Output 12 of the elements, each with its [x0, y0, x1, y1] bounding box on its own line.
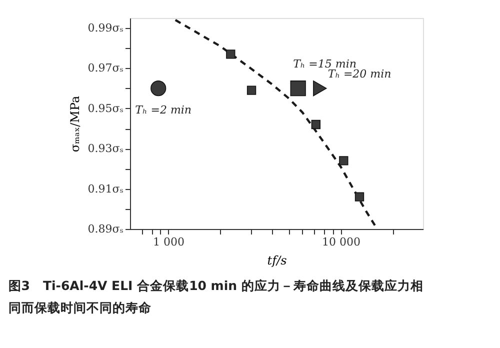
y-tick-label: 0.91σₛ — [88, 182, 124, 196]
y-tick-label: 0.93σₛ — [88, 142, 124, 156]
text: 图3 Ti-6Al-4V ELI 合金保载10 min 的应力－寿命曲线及保载应力相同而保载时间不同的寿命 — [8, 278, 424, 315]
y-tick-label: 0.97σₛ — [88, 62, 124, 75]
y-tick-label: 0.95σₛ — [88, 102, 124, 115]
y-tick-label: 0.99σₛ — [88, 22, 124, 35]
x-tick-label: 10 000 — [322, 236, 360, 248]
x-tick-label: 1 000 — [153, 236, 185, 248]
y-tick-label: 0.89σₛ — [88, 222, 124, 236]
y-axis-title: σₘₐₓ/MPa — [68, 96, 82, 152]
x-axis-title: tf/s — [267, 254, 287, 268]
annotation: Tₕ =2 min — [135, 103, 192, 116]
